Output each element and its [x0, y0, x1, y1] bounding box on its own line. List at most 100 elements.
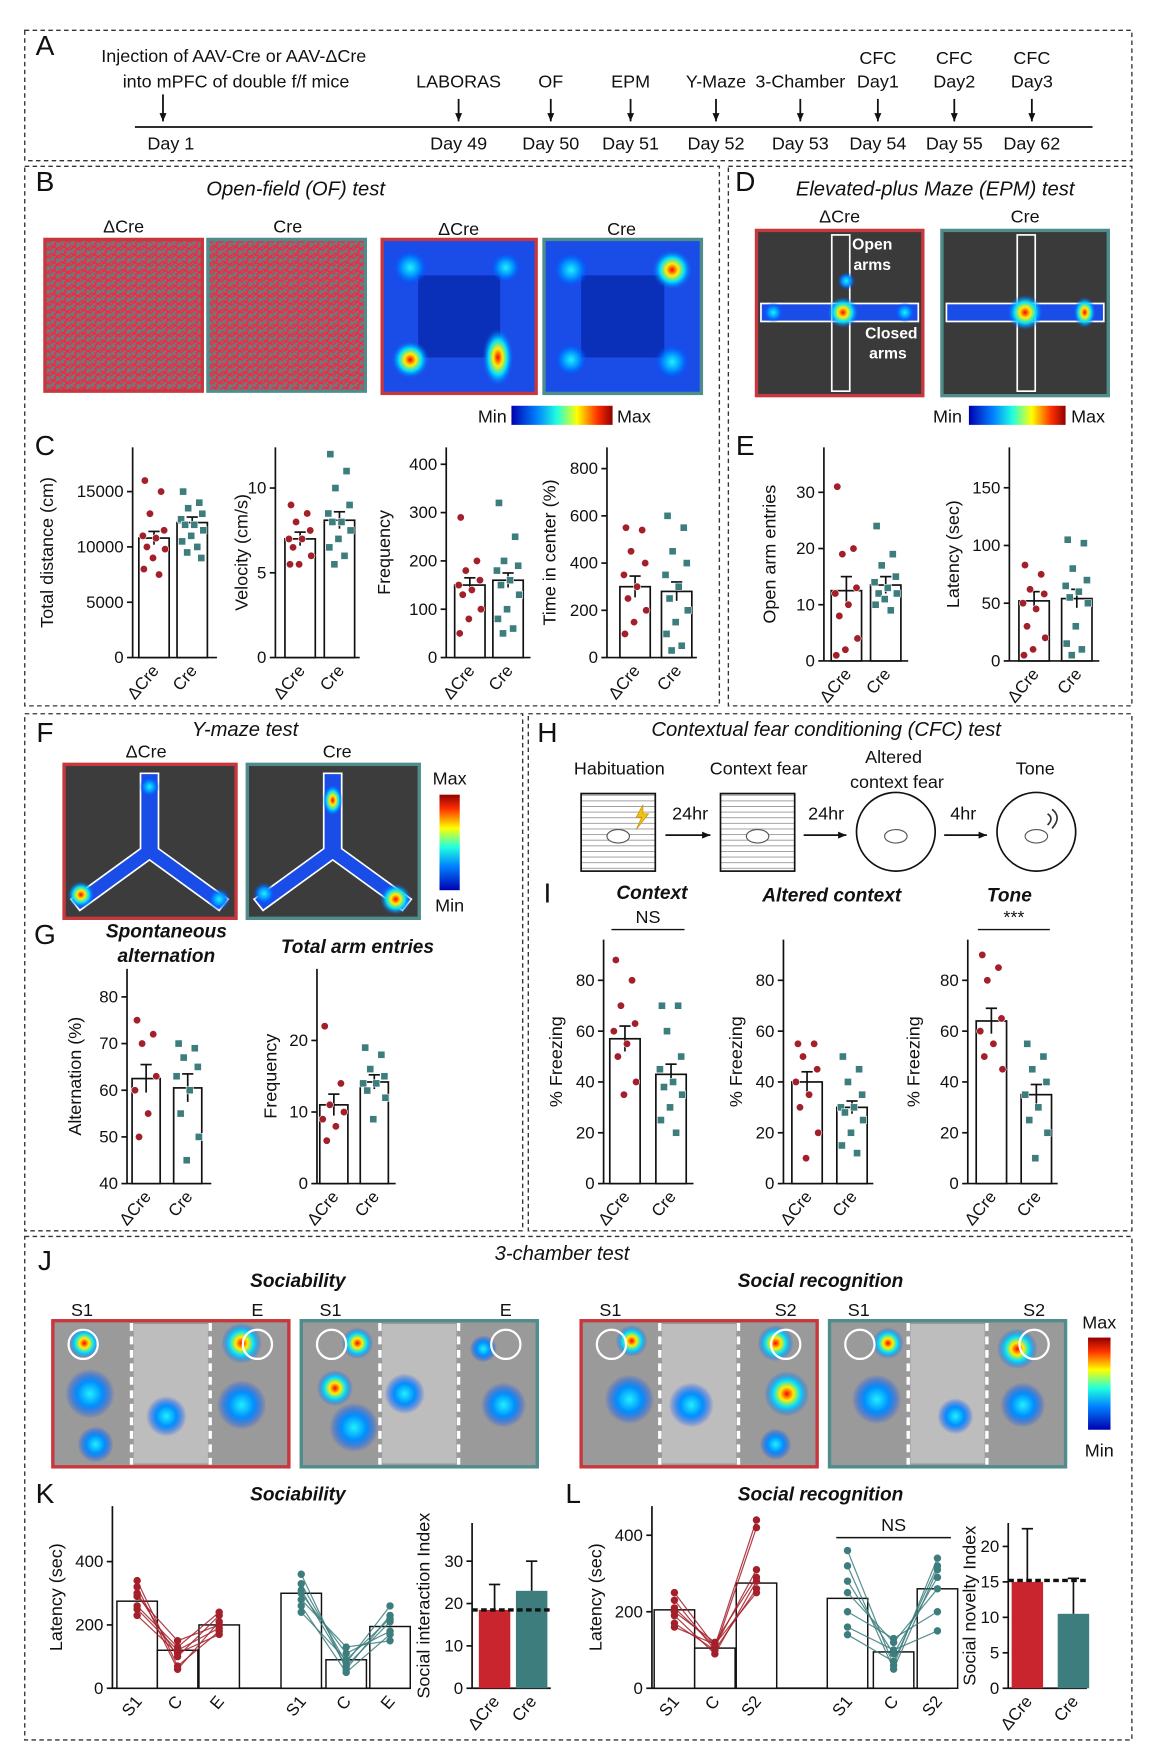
subject-point: [933, 1562, 942, 1570]
data-point: [832, 651, 841, 660]
data-point: [1032, 604, 1041, 613]
y-tick-label: 40: [99, 1174, 118, 1193]
event-label: Day2: [933, 72, 975, 92]
data-point: [1083, 576, 1091, 584]
x-tick-label: S1: [118, 1692, 146, 1720]
subject-point: [386, 1630, 394, 1639]
image-label: Open: [852, 237, 892, 254]
section-title: Social recognition: [738, 1485, 904, 1506]
subject-point: [889, 1634, 898, 1643]
data-point: [888, 550, 897, 559]
y-axis-label: % Freezing: [546, 1016, 566, 1107]
panel-letter: D: [735, 166, 755, 197]
data-point: [330, 560, 339, 569]
data-point: [980, 1052, 989, 1061]
panel-border: [24, 165, 721, 707]
mouse: [1024, 828, 1049, 844]
y-tick-label: 80: [576, 971, 595, 990]
heat-spot: [146, 1396, 187, 1437]
panel-letter: C: [35, 430, 55, 461]
data-point: [658, 1001, 666, 1010]
data-point: [667, 646, 676, 655]
data-point: [674, 1001, 683, 1010]
panel-letter: J: [38, 1245, 52, 1276]
data-point: [657, 1116, 665, 1124]
y-axis-label: Social interaction Index: [413, 1513, 433, 1699]
data-point: [672, 1128, 680, 1137]
cup: [1018, 1328, 1050, 1361]
y-tick-label: 80: [940, 971, 959, 990]
heat-spot: [764, 1371, 810, 1417]
bar: [653, 1609, 696, 1689]
data-point: [325, 1100, 334, 1109]
event-label: Day1: [857, 72, 899, 92]
data-point: [841, 645, 850, 654]
data-point: [135, 1132, 144, 1141]
panel-title: Contextual fear conditioning (CFC) test: [651, 719, 1002, 741]
subject-point: [342, 1649, 350, 1658]
data-point: [1067, 651, 1076, 660]
y-tick-label: 0: [585, 1174, 594, 1193]
data-point: [1018, 599, 1027, 608]
data-point: [839, 1052, 847, 1061]
data-point: [998, 1065, 1007, 1074]
data-point: [295, 560, 304, 569]
y-tick-label: 20: [576, 1123, 595, 1142]
y-tick-label: 20: [756, 1123, 775, 1142]
event-label: Y-Maze: [686, 72, 746, 92]
image-label: E: [500, 1300, 512, 1320]
data-point: [1063, 535, 1072, 544]
image-label: arms: [853, 257, 891, 274]
timeline-intro: into mPFC of double f/f mice: [123, 72, 350, 92]
data-point: [814, 1128, 823, 1137]
image-frame: [206, 237, 367, 393]
data-point: [609, 1027, 618, 1036]
panel-letter: K: [36, 1478, 55, 1509]
heat-spot: [852, 1374, 902, 1425]
x-tick-label: C: [701, 1692, 723, 1714]
arrow-head: [627, 113, 635, 122]
heat-spot: [872, 1327, 904, 1359]
y-axis-label: Velocity (cm/s): [231, 494, 251, 611]
heat-spot: [65, 1369, 115, 1419]
data-point: [322, 1136, 331, 1145]
data-point: [190, 520, 199, 529]
y-tick-label: 60: [576, 1022, 595, 1041]
y-axis-label: Latency (sec): [943, 500, 963, 608]
colorbar: [511, 405, 613, 425]
data-point: [198, 509, 207, 518]
subject-point: [889, 1665, 898, 1673]
data-point: [284, 534, 293, 543]
day-label: Day 52: [688, 133, 745, 153]
y-tick-label: 0: [806, 652, 815, 671]
y-tick-label: 400: [75, 1552, 103, 1571]
y-tick-label: 20: [940, 1123, 959, 1142]
subject-point: [843, 1546, 852, 1555]
x-tick-label: ΔCre: [123, 661, 162, 703]
day-label: Day 53: [772, 133, 829, 153]
data-point: [1074, 587, 1083, 596]
colorbar-label: Max: [617, 407, 651, 427]
y-tick-label: 0: [428, 648, 437, 667]
bar: [323, 519, 356, 659]
subject-point: [173, 1665, 182, 1673]
data-point: [630, 618, 639, 627]
data-point: [172, 1072, 181, 1081]
subject-point: [889, 1646, 898, 1654]
data-point: [663, 1027, 671, 1036]
y-axis-label: Latency (sec): [585, 1543, 605, 1651]
heat-spot: [252, 882, 276, 905]
panel-letter: A: [36, 30, 55, 61]
arrow-head: [978, 831, 987, 839]
data-point: [372, 1079, 381, 1088]
event-label: Day3: [1011, 72, 1053, 92]
step-label: Context fear: [710, 758, 808, 778]
heat-spot: [391, 340, 430, 379]
data-point: [1062, 639, 1071, 648]
x-tick-label: E: [206, 1692, 228, 1713]
interval-label: 24hr: [672, 803, 708, 823]
heat-inner: [581, 275, 665, 358]
panel-letter: F: [36, 717, 53, 748]
data-point: [145, 509, 154, 518]
data-point: [361, 1043, 370, 1052]
